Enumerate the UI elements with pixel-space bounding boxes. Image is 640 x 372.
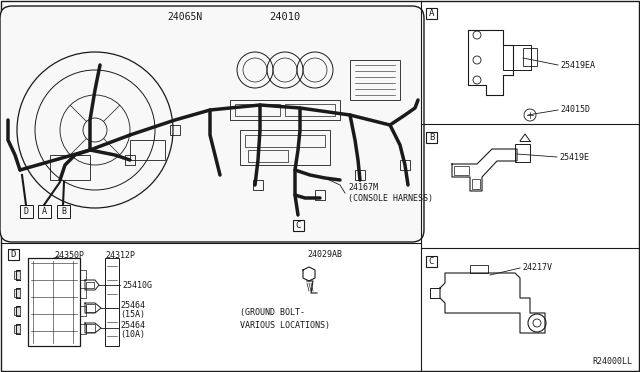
Text: 25410G: 25410G [122,280,152,289]
Bar [86,282,94,288]
Text: (10A): (10A) [120,330,145,339]
Bar [170,125,180,135]
Bar [350,60,400,100]
Bar [14,271,20,279]
Bar [125,155,135,165]
Bar [50,155,90,180]
Bar [57,205,70,218]
Bar [472,179,480,189]
Text: C: C [429,257,434,266]
Bar [80,324,86,334]
Bar [230,100,340,120]
Text: 24312P: 24312P [105,251,135,260]
Text: 24217V: 24217V [522,263,552,273]
Text: (CONSOLE HARNESS): (CONSOLE HARNESS) [348,193,433,202]
Text: 24029AB: 24029AB [307,250,342,259]
Text: 24010: 24010 [269,12,301,22]
Text: 24065N: 24065N [168,12,203,22]
Text: 24015D: 24015D [560,106,590,115]
Bar [8,249,19,260]
Text: A: A [429,9,434,18]
Bar [80,288,86,298]
Bar [38,205,51,218]
Bar [503,45,531,70]
Text: 25419EA: 25419EA [560,61,595,70]
Bar [130,140,165,160]
Bar [80,270,86,280]
Text: 24167M: 24167M [348,183,378,192]
Text: 25464: 25464 [120,301,145,310]
Bar [28,258,80,346]
Bar [86,324,95,332]
Bar [523,48,537,66]
Bar [285,104,335,116]
Bar [400,160,410,170]
Bar [426,256,437,267]
Bar [454,166,469,175]
Bar [105,258,119,346]
Text: B: B [429,133,434,142]
Bar [253,180,263,190]
Bar [80,306,86,316]
Bar [293,220,304,231]
Bar [355,170,365,180]
Bar [14,325,20,333]
Bar [315,190,325,200]
Text: D: D [11,250,16,259]
Text: D: D [24,207,29,216]
Bar [248,150,288,162]
Bar [14,289,20,297]
Text: A: A [42,207,47,216]
Bar [86,304,95,312]
Bar [14,307,20,315]
Text: C: C [296,221,301,230]
Bar [515,144,530,162]
Bar [235,104,280,116]
FancyBboxPatch shape [0,6,424,242]
Bar [470,265,488,273]
Text: 25419E: 25419E [559,153,589,161]
Text: (15A): (15A) [120,310,145,318]
Bar [426,8,437,19]
Text: B: B [61,207,66,216]
Text: R24000LL: R24000LL [592,357,632,366]
Bar [240,130,330,165]
Text: 25464: 25464 [120,321,145,330]
Bar [245,135,325,147]
Bar [426,132,437,143]
Text: VARIOUS LOCATIONS): VARIOUS LOCATIONS) [240,321,330,330]
Bar [20,205,33,218]
Text: 24350P: 24350P [54,251,84,260]
Text: (GROUND BOLT-: (GROUND BOLT- [240,308,305,317]
